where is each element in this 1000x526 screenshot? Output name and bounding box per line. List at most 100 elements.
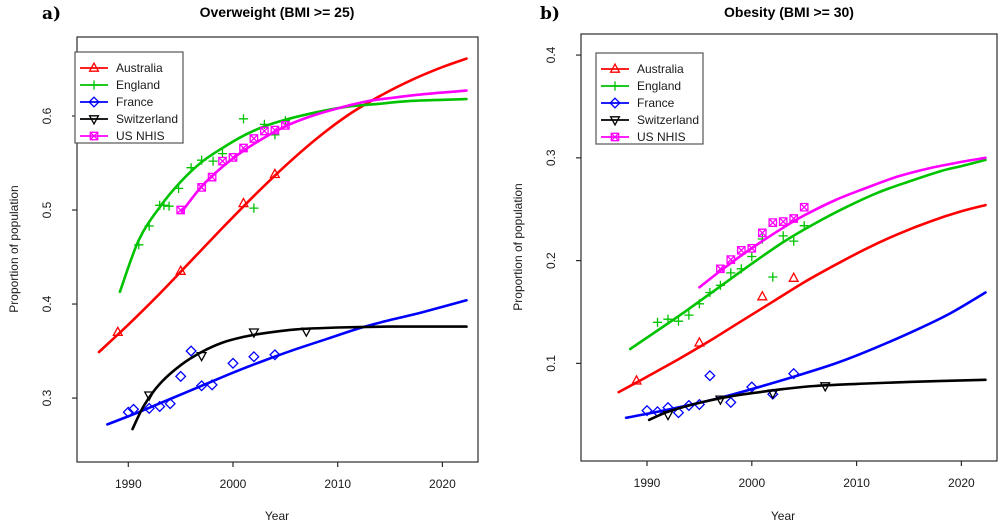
panel-label-a: a) xyxy=(42,4,61,24)
x-tick-label: 2010 xyxy=(324,477,351,491)
data-point-australia xyxy=(693,336,705,347)
data-point-us-nhis xyxy=(281,121,290,130)
x-tick-label: 1990 xyxy=(634,476,661,490)
data-point-us-nhis xyxy=(716,264,725,274)
legend-label-switzerland: Switzerland xyxy=(116,112,178,126)
series-curve-us-nhis xyxy=(698,156,987,289)
data-point-australia xyxy=(112,325,124,337)
x-axis-label-a: Year xyxy=(265,509,289,523)
data-point-us-nhis xyxy=(207,172,217,182)
data-point-us-nhis xyxy=(176,205,186,215)
x-tick-label: 2000 xyxy=(738,476,765,490)
chart-svg-obesity: b) Obesity (BMI >= 30) Year Proportion o… xyxy=(511,4,998,523)
data-point-england xyxy=(164,201,174,211)
data-point-england xyxy=(768,272,778,282)
data-point-france xyxy=(672,406,685,419)
legend-marker-england xyxy=(89,80,99,90)
data-point-england xyxy=(159,200,169,210)
x-tick-label: 2020 xyxy=(429,477,456,491)
y-tick-label: 0.3 xyxy=(544,149,558,166)
data-point-england xyxy=(174,183,184,193)
series-curve-us-nhis xyxy=(180,89,468,214)
data-point-australia xyxy=(175,264,187,275)
chart-title-overweight: Overweight (BMI >= 25) xyxy=(200,4,355,20)
legend-label-switzerland: Switzerland xyxy=(637,113,699,127)
data-point-england xyxy=(280,116,290,126)
data-point-france xyxy=(269,349,281,361)
data-point-france xyxy=(787,367,800,380)
data-point-us-nhis xyxy=(736,245,746,255)
data-point-england xyxy=(144,221,154,231)
legend-marker-australia xyxy=(88,61,100,72)
series-curve-france xyxy=(624,291,987,420)
data-point-australia xyxy=(269,168,281,179)
y-axis-label-b: Proportion of population xyxy=(511,183,525,310)
data-point-australia xyxy=(631,374,642,385)
data-point-england xyxy=(684,310,694,320)
data-point-france xyxy=(227,357,239,370)
data-point-france xyxy=(174,370,187,383)
data-point-us-nhis xyxy=(239,143,248,153)
series-curve-australia xyxy=(617,203,987,394)
legend-label-australia: Australia xyxy=(637,62,684,76)
data-point-switzerland xyxy=(767,389,779,400)
legend-marker-us-nhis xyxy=(610,132,620,142)
data-point-france xyxy=(746,381,758,393)
data-point-us-nhis xyxy=(260,126,269,136)
data-point-england xyxy=(694,299,704,309)
legend-label-england: England xyxy=(116,78,160,92)
data-point-australia xyxy=(238,197,249,208)
plot-area-obesity: 1990 2000 2010 2020 0.1 0.2 0.3 0.4 Australia Eng… xyxy=(544,33,998,490)
data-point-england xyxy=(663,314,673,324)
legend-marker-england xyxy=(610,81,620,91)
data-point-us-nhis xyxy=(197,183,206,192)
data-point-australia xyxy=(756,290,768,301)
y-tick-label: 0.4 xyxy=(40,295,54,312)
data-point-us-nhis xyxy=(270,125,280,135)
x-tick-label: 1990 xyxy=(115,477,142,491)
panel-overweight: a) Overweight (BMI >= 25) Year Proportio… xyxy=(7,4,479,523)
x-axis-label-b: Year xyxy=(771,509,795,523)
data-point-england xyxy=(673,316,684,326)
data-point-england xyxy=(197,155,207,165)
data-point-england xyxy=(134,240,144,250)
legend-label-australia: Australia xyxy=(116,61,163,75)
data-point-france xyxy=(248,350,260,363)
legend-label-us-nhis: US NHIS xyxy=(116,129,165,143)
data-point-switzerland xyxy=(248,328,260,339)
data-point-england xyxy=(715,280,725,290)
legend-label-england: England xyxy=(637,79,681,93)
data-point-us-nhis xyxy=(747,243,757,253)
data-point-england xyxy=(705,287,715,298)
data-point-england xyxy=(747,251,757,262)
data-point-france xyxy=(641,404,653,417)
data-point-france xyxy=(704,369,716,382)
series-curve-switzerland xyxy=(647,378,987,422)
data-point-england xyxy=(778,231,788,241)
data-point-us-nhis xyxy=(218,156,227,166)
data-point-england xyxy=(208,156,218,166)
data-point-us-nhis xyxy=(768,218,778,227)
series-curve-england xyxy=(628,158,987,351)
legend-marker-france xyxy=(609,97,621,109)
data-point-france xyxy=(164,397,176,410)
y-tick-label: 0.6 xyxy=(40,107,54,124)
x-tick-label: 2020 xyxy=(948,476,975,490)
data-point-france xyxy=(195,380,208,392)
legend-marker-switzerland xyxy=(609,116,621,127)
series-curve-switzerland xyxy=(131,325,468,431)
data-point-france xyxy=(143,402,155,415)
data-point-england xyxy=(789,236,799,246)
data-point-england xyxy=(726,268,736,278)
y-tick-label: 0.2 xyxy=(544,252,558,269)
data-point-england xyxy=(217,149,228,159)
chart-svg-overweight: a) Overweight (BMI >= 25) Year Proportio… xyxy=(7,4,479,523)
data-point-france xyxy=(725,396,737,409)
legend-marker-australia xyxy=(609,62,621,73)
legend-marker-france xyxy=(88,96,100,108)
data-point-us-nhis xyxy=(789,214,799,223)
data-point-us-nhis xyxy=(778,217,788,226)
data-point-england xyxy=(238,114,249,124)
data-point-switzerland xyxy=(714,395,726,406)
y-tick-label: 0.3 xyxy=(40,389,54,406)
